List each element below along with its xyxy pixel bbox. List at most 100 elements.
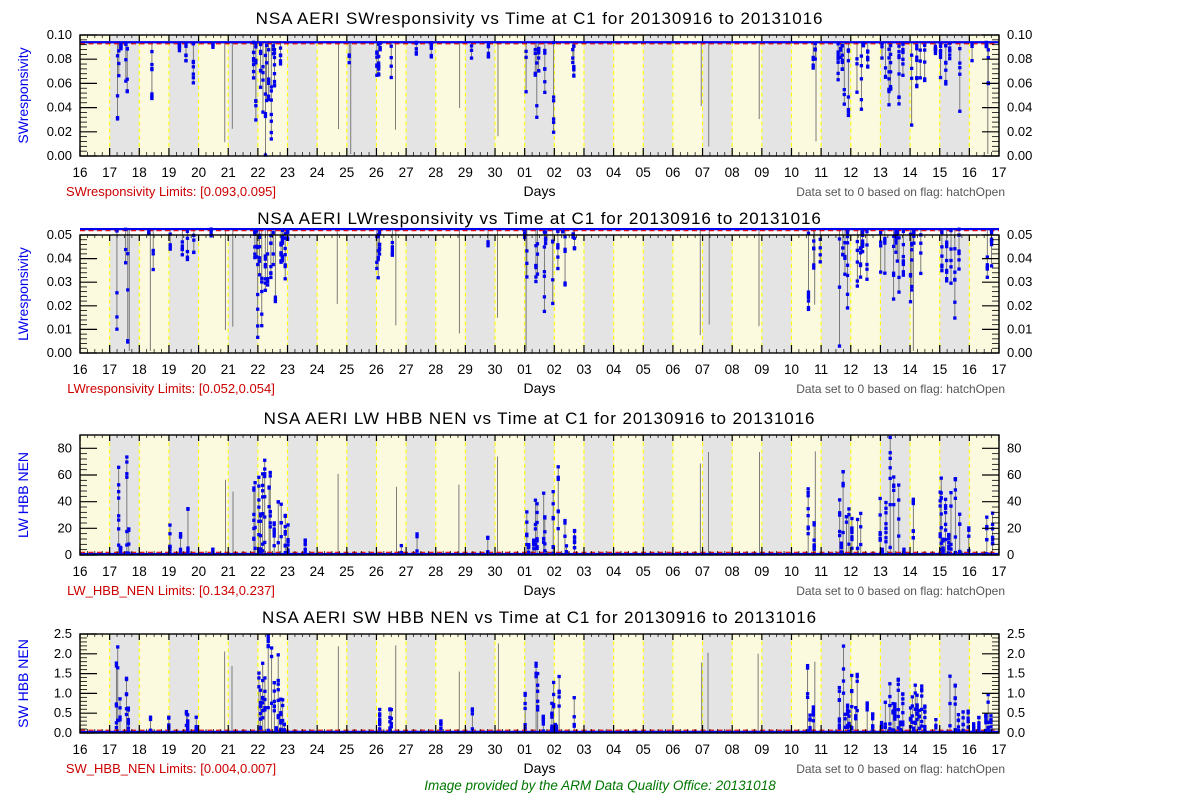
svg-text:0.08: 0.08	[47, 51, 72, 66]
svg-text:2.5: 2.5	[54, 626, 72, 641]
svg-text:18: 18	[132, 742, 147, 757]
svg-text:12: 12	[843, 362, 858, 377]
svg-text:0.02: 0.02	[47, 298, 72, 313]
svg-text:25: 25	[339, 742, 354, 757]
svg-text:20: 20	[191, 165, 206, 180]
svg-text:15: 15	[932, 362, 947, 377]
svg-text:0.04: 0.04	[1007, 251, 1032, 266]
svg-text:06: 06	[665, 165, 680, 180]
svg-text:0.01: 0.01	[47, 321, 72, 336]
svg-text:11: 11	[814, 742, 828, 757]
svg-text:2.0: 2.0	[1007, 646, 1025, 661]
svg-text:22: 22	[250, 362, 265, 377]
svg-text:21: 21	[221, 564, 236, 579]
svg-text:0.0: 0.0	[1007, 725, 1025, 740]
svg-text:LWresponsivity: LWresponsivity	[15, 247, 31, 341]
svg-text:0.03: 0.03	[1007, 274, 1032, 289]
svg-text:10: 10	[784, 362, 799, 377]
svg-text:1.5: 1.5	[1007, 666, 1025, 681]
svg-text:27: 27	[399, 564, 414, 579]
svg-text:0.04: 0.04	[47, 100, 72, 115]
svg-text:NSA AERI LWresponsivity vs Tim: NSA AERI LWresponsivity vs Time at C1 fo…	[257, 209, 822, 228]
svg-text:NSA AERI SWresponsivity vs Tim: NSA AERI SWresponsivity vs Time at C1 fo…	[256, 9, 824, 28]
svg-text:25: 25	[339, 362, 354, 377]
svg-text:SWresponsivity: SWresponsivity	[15, 47, 31, 143]
svg-text:04: 04	[606, 362, 622, 377]
svg-text:SWresponsivity Limits: [0.093,: SWresponsivity Limits: [0.093,0.095]	[66, 184, 276, 199]
svg-text:60: 60	[1007, 467, 1021, 482]
svg-text:16: 16	[72, 362, 87, 377]
svg-text:24: 24	[310, 742, 326, 757]
svg-text:13: 13	[873, 165, 888, 180]
svg-text:16: 16	[962, 362, 977, 377]
svg-text:17: 17	[102, 564, 117, 579]
svg-text:30: 30	[488, 742, 503, 757]
svg-text:13: 13	[873, 362, 888, 377]
svg-text:07: 07	[695, 362, 710, 377]
svg-text:15: 15	[932, 165, 947, 180]
svg-text:29: 29	[458, 165, 473, 180]
svg-text:0: 0	[1007, 547, 1014, 562]
svg-text:NSA AERI LW HBB NEN vs Time at: NSA AERI LW HBB NEN vs Time at C1 for 20…	[264, 409, 816, 428]
svg-text:40: 40	[1007, 494, 1021, 509]
svg-text:11: 11	[814, 165, 828, 180]
svg-text:09: 09	[754, 742, 769, 757]
svg-text:06: 06	[665, 742, 680, 757]
svg-text:16: 16	[962, 165, 977, 180]
svg-text:12: 12	[843, 165, 858, 180]
svg-text:02: 02	[547, 742, 562, 757]
svg-text:Days: Days	[524, 582, 556, 598]
svg-text:Image provided by the ARM Data: Image provided by the ARM Data Quality O…	[424, 778, 776, 793]
svg-text:20: 20	[1007, 520, 1021, 535]
svg-text:07: 07	[695, 165, 710, 180]
svg-text:14: 14	[903, 742, 919, 757]
svg-text:11: 11	[814, 564, 828, 579]
svg-text:18: 18	[132, 564, 147, 579]
svg-text:10: 10	[784, 564, 799, 579]
svg-text:07: 07	[695, 742, 710, 757]
svg-text:19: 19	[161, 165, 176, 180]
svg-text:1.0: 1.0	[1007, 685, 1025, 700]
svg-text:60: 60	[58, 467, 72, 482]
svg-text:28: 28	[428, 165, 443, 180]
svg-text:14: 14	[903, 564, 919, 579]
svg-text:17: 17	[102, 742, 117, 757]
svg-text:24: 24	[310, 362, 326, 377]
svg-text:0.00: 0.00	[1007, 148, 1032, 163]
svg-text:20: 20	[58, 520, 72, 535]
svg-text:30: 30	[488, 165, 503, 180]
svg-text:LWresponsivity Limits: [0.052,: LWresponsivity Limits: [0.052,0.054]	[67, 381, 275, 396]
svg-text:NSA AERI SW HBB NEN vs Time at: NSA AERI SW HBB NEN vs Time at C1 for 20…	[262, 608, 817, 627]
svg-text:09: 09	[754, 165, 769, 180]
svg-text:22: 22	[250, 742, 265, 757]
svg-text:17: 17	[102, 362, 117, 377]
svg-text:05: 05	[636, 362, 651, 377]
svg-text:16: 16	[72, 564, 87, 579]
svg-text:18: 18	[132, 362, 147, 377]
svg-text:30: 30	[488, 362, 503, 377]
svg-text:SW_HBB_NEN Limits: [0.004,0.00: SW_HBB_NEN Limits: [0.004,0.007]	[66, 761, 276, 776]
svg-text:10: 10	[784, 742, 799, 757]
svg-text:05: 05	[636, 742, 651, 757]
svg-text:0.00: 0.00	[47, 345, 72, 360]
svg-text:0.01: 0.01	[1007, 321, 1032, 336]
svg-text:0.06: 0.06	[47, 75, 72, 90]
svg-text:Data set to 0 based on flag: h: Data set to 0 based on flag: hatchOpen	[796, 584, 1005, 598]
svg-text:09: 09	[754, 362, 769, 377]
svg-text:28: 28	[428, 564, 443, 579]
svg-text:25: 25	[339, 165, 354, 180]
svg-text:01: 01	[517, 742, 532, 757]
svg-text:25: 25	[339, 564, 354, 579]
svg-text:26: 26	[369, 165, 384, 180]
svg-text:26: 26	[369, 742, 384, 757]
svg-text:14: 14	[903, 362, 919, 377]
svg-text:30: 30	[488, 564, 503, 579]
svg-text:LW_HBB_NEN Limits: [0.134,0.23: LW_HBB_NEN Limits: [0.134,0.237]	[67, 583, 275, 598]
svg-text:05: 05	[636, 564, 651, 579]
svg-text:06: 06	[665, 362, 680, 377]
svg-text:0.05: 0.05	[1007, 227, 1032, 242]
svg-text:10: 10	[784, 165, 799, 180]
svg-text:0.02: 0.02	[1007, 298, 1032, 313]
svg-text:0.06: 0.06	[1007, 75, 1032, 90]
svg-text:SW HBB NEN: SW HBB NEN	[15, 639, 31, 728]
